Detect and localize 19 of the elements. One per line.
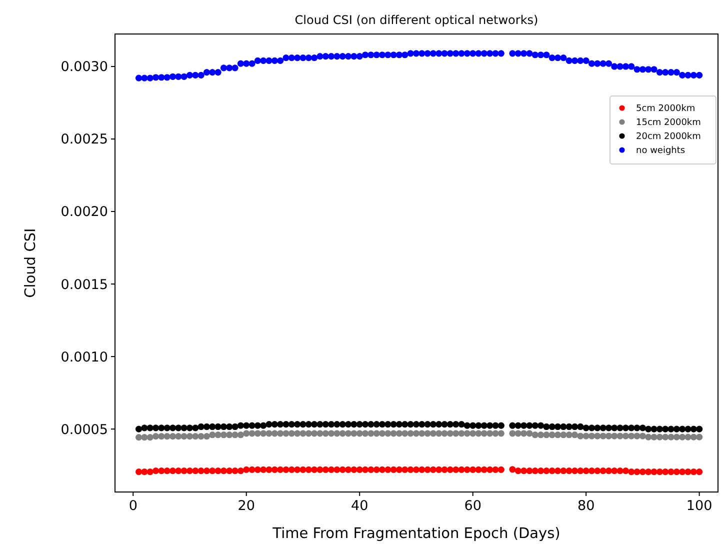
legend-label: 5cm 2000km (636, 104, 696, 114)
legend-label: no weights (636, 146, 686, 156)
legend-label: 20cm 2000km (636, 132, 701, 142)
y-tick-label: 0.0020 (60, 204, 108, 220)
x-tick-label: 20 (238, 498, 255, 514)
y-tick-label: 0.0005 (60, 422, 108, 438)
x-tick-label: 100 (686, 498, 712, 514)
x-tick-label: 80 (577, 498, 595, 514)
y-tick-label: 0.0025 (60, 132, 108, 148)
x-tick-label: 0 (128, 498, 138, 514)
y-tick-label: 0.0030 (60, 59, 108, 76)
y-tick-label: 0.0015 (60, 276, 108, 293)
legend-label: 15cm 2000km (636, 118, 701, 128)
y-axis-title: Cloud CSI (23, 228, 39, 298)
x-axis-title: Time From Fragmentation Epoch (Days) (272, 526, 560, 542)
y-tick-label: 0.0010 (60, 349, 108, 366)
x-tick-label: 40 (351, 498, 368, 514)
chart-title: Cloud CSI (on different optical networks) (294, 13, 538, 27)
x-tick-label: 60 (464, 498, 482, 514)
